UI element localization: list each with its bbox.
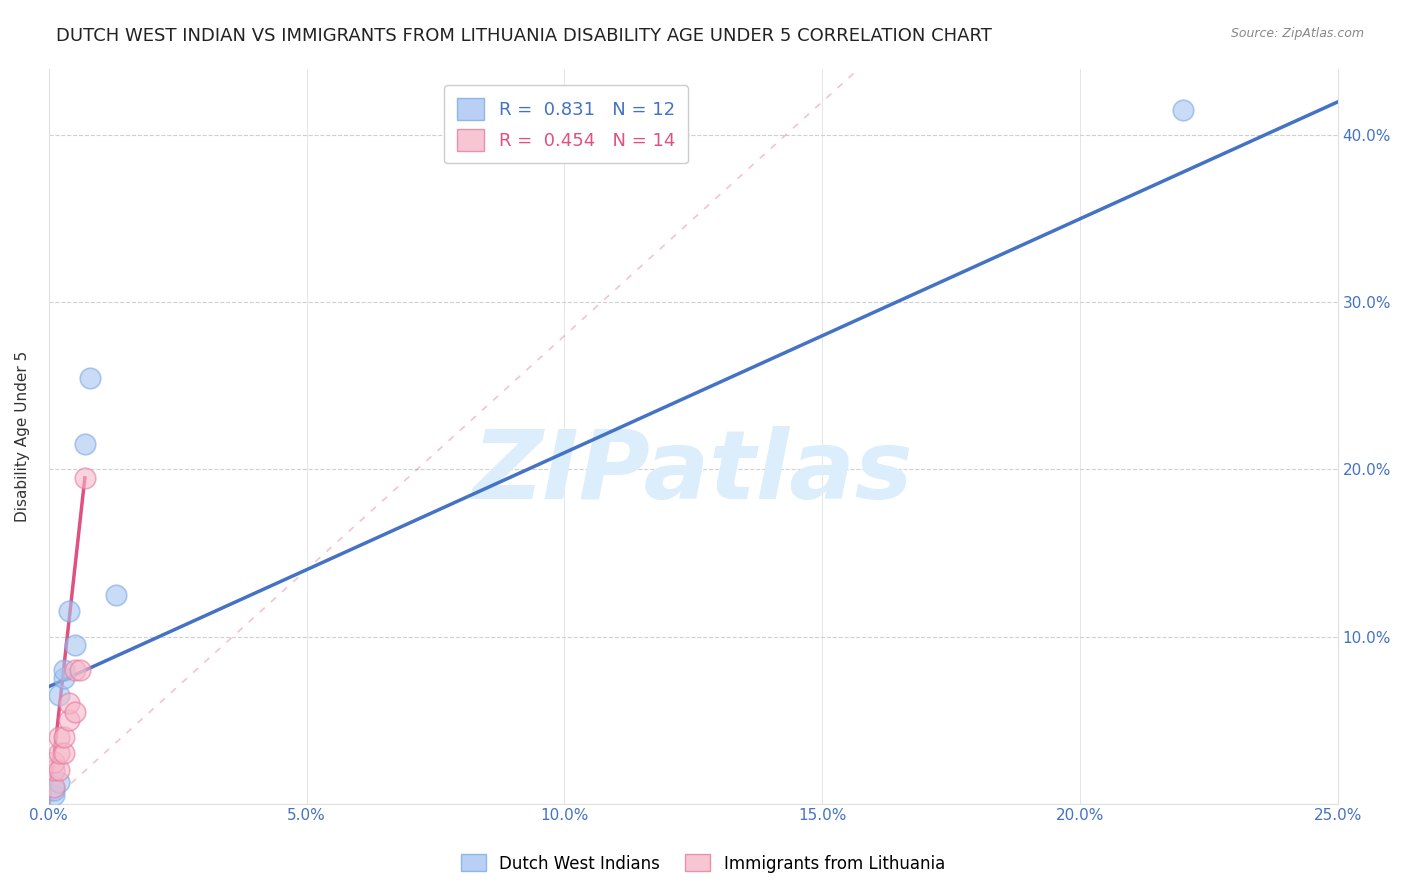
Legend: Dutch West Indians, Immigrants from Lithuania: Dutch West Indians, Immigrants from Lith… — [454, 847, 952, 880]
Point — [42, 783, 65, 797]
Point — [48, 730, 70, 744]
Point — [53, 730, 76, 744]
Point — [53, 747, 76, 761]
Point — [79, 370, 101, 384]
Text: ZIPatlas: ZIPatlas — [472, 426, 914, 519]
Point — [58, 605, 80, 619]
Point — [53, 671, 76, 685]
Point — [48, 763, 70, 777]
Text: Source: ZipAtlas.com: Source: ZipAtlas.com — [1230, 27, 1364, 40]
Point — [42, 755, 65, 769]
Point — [63, 663, 86, 677]
Point — [73, 437, 96, 451]
Point — [53, 663, 76, 677]
Point — [42, 780, 65, 794]
Point — [48, 747, 70, 761]
Point — [63, 638, 86, 652]
Text: DUTCH WEST INDIAN VS IMMIGRANTS FROM LITHUANIA DISABILITY AGE UNDER 5 CORRELATIO: DUTCH WEST INDIAN VS IMMIGRANTS FROM LIT… — [56, 27, 993, 45]
Point — [58, 697, 80, 711]
Point — [104, 588, 127, 602]
Point — [73, 471, 96, 485]
Y-axis label: Disability Age Under 5: Disability Age Under 5 — [15, 351, 30, 522]
Point — [63, 705, 86, 719]
Point — [1171, 103, 1194, 118]
Point — [48, 688, 70, 702]
Legend: R =  0.831   N = 12, R =  0.454   N = 14: R = 0.831 N = 12, R = 0.454 N = 14 — [444, 85, 688, 163]
Point — [69, 663, 91, 677]
Point — [42, 789, 65, 803]
Point — [58, 713, 80, 727]
Point — [48, 775, 70, 789]
Point — [42, 763, 65, 777]
